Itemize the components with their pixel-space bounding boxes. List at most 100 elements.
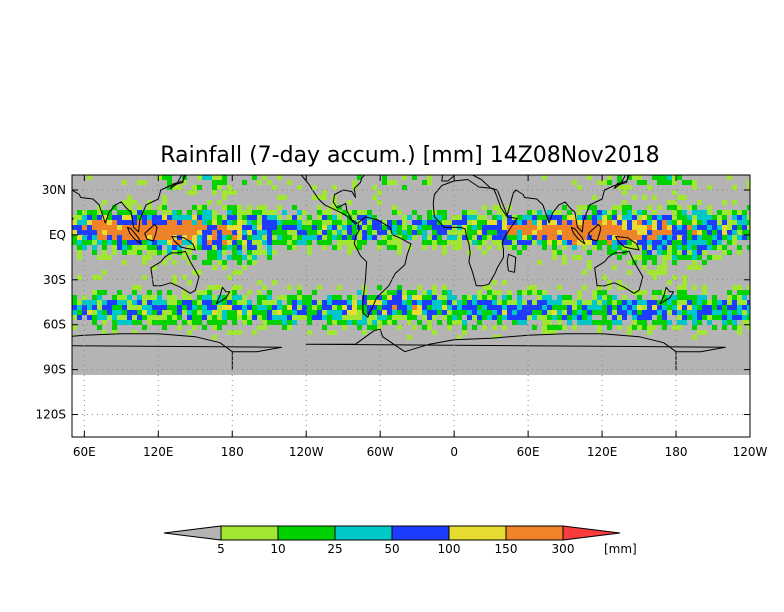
rain-cell xyxy=(172,245,177,250)
rain-cell xyxy=(272,235,277,240)
rain-cell xyxy=(377,305,382,310)
rain-cell xyxy=(692,180,697,185)
rain-cell xyxy=(297,315,302,320)
rain-cell xyxy=(662,325,667,330)
rain-cell xyxy=(447,320,452,325)
lon-tick-label: 0 xyxy=(450,445,458,459)
rain-cell xyxy=(747,325,750,330)
colorbar-label: 25 xyxy=(327,542,342,556)
rain-cell xyxy=(657,230,662,235)
rain-cell xyxy=(152,315,157,320)
rain-cell xyxy=(162,175,167,180)
rain-cell xyxy=(147,235,152,240)
rain-cell xyxy=(102,245,107,250)
rain-cell xyxy=(162,210,167,215)
rain-cell xyxy=(462,330,467,335)
rain-cell xyxy=(377,285,382,290)
rain-cell xyxy=(542,220,547,225)
rain-cell xyxy=(672,255,677,260)
rain-cell xyxy=(202,210,207,215)
rain-cell xyxy=(687,180,692,185)
rain-cell xyxy=(332,245,337,250)
rain-cell xyxy=(467,295,472,300)
rain-cell xyxy=(442,300,447,305)
rain-cell xyxy=(742,300,747,305)
rain-cell xyxy=(322,315,327,320)
rain-cell xyxy=(327,330,332,335)
rain-cell xyxy=(577,290,582,295)
rain-cell xyxy=(262,305,267,310)
rain-cell xyxy=(327,320,332,325)
colorbar-box xyxy=(220,525,279,541)
rain-cell xyxy=(297,220,302,225)
rain-cell xyxy=(302,235,307,240)
rain-cell xyxy=(427,175,432,180)
rain-cell xyxy=(687,215,692,220)
rain-cell xyxy=(112,325,117,330)
lat-tick-label: EQ xyxy=(49,228,66,242)
rain-cell xyxy=(672,180,677,185)
rain-cell xyxy=(607,235,612,240)
rain-cell xyxy=(222,320,227,325)
rain-cell xyxy=(347,315,352,320)
rain-cell xyxy=(182,255,187,260)
rain-cell xyxy=(167,320,172,325)
rain-cell xyxy=(542,315,547,320)
rain-cell xyxy=(187,315,192,320)
rain-cell xyxy=(247,310,252,315)
rain-cell xyxy=(197,225,202,230)
rain-cell xyxy=(542,235,547,240)
rain-cell xyxy=(187,210,192,215)
rain-cell xyxy=(332,200,337,205)
rain-cell xyxy=(607,215,612,220)
rain-cell xyxy=(582,245,587,250)
rain-cell xyxy=(392,290,397,295)
rain-cell xyxy=(497,315,502,320)
rain-cell xyxy=(432,235,437,240)
rain-cell xyxy=(122,245,127,250)
rain-cell xyxy=(582,320,587,325)
rain-cell xyxy=(167,310,172,315)
rain-cell xyxy=(222,265,227,270)
rain-cell xyxy=(317,235,322,240)
rain-cell xyxy=(397,310,402,315)
rain-cell xyxy=(732,295,737,300)
rain-cell xyxy=(102,300,107,305)
rain-cell xyxy=(292,315,297,320)
rain-cell xyxy=(492,305,497,310)
rain-cell xyxy=(712,325,717,330)
rain-cell xyxy=(262,210,267,215)
rain-cell xyxy=(607,285,612,290)
rain-cell xyxy=(117,310,122,315)
rain-cell xyxy=(672,235,677,240)
rain-cell xyxy=(577,305,582,310)
rain-cell xyxy=(102,310,107,315)
rain-cell xyxy=(117,230,122,235)
rain-cell xyxy=(642,300,647,305)
rain-cell xyxy=(207,240,212,245)
rain-cell xyxy=(132,320,137,325)
rain-cell xyxy=(707,215,712,220)
rain-cell xyxy=(692,245,697,250)
rain-cell xyxy=(537,220,542,225)
lat-tick-label: 60S xyxy=(43,318,66,332)
rain-cell xyxy=(682,290,687,295)
rain-cell xyxy=(82,310,87,315)
rain-cell xyxy=(582,235,587,240)
rain-cell xyxy=(462,325,467,330)
rain-cell xyxy=(322,220,327,225)
rain-cell xyxy=(667,320,672,325)
rain-cell xyxy=(257,220,262,225)
rain-cell xyxy=(582,270,587,275)
rain-cell xyxy=(597,215,602,220)
rain-cell xyxy=(217,185,222,190)
rain-cell xyxy=(537,225,542,230)
rain-cell xyxy=(422,240,427,245)
rain-cell xyxy=(662,260,667,265)
rain-cell xyxy=(477,310,482,315)
rain-cell xyxy=(187,235,192,240)
rain-cell xyxy=(152,240,157,245)
rain-cell xyxy=(167,240,172,245)
rain-cell xyxy=(692,235,697,240)
rain-cell xyxy=(167,215,172,220)
